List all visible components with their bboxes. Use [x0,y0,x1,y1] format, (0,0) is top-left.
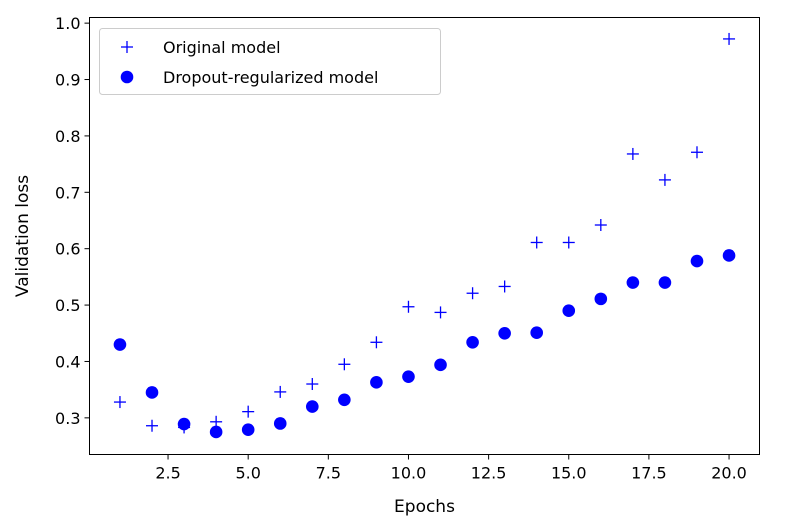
x-tick-label: 15.0 [551,464,587,483]
x-tick-label: 10.0 [391,464,427,483]
legend-label-dropout-regularized-model: Dropout-regularized model [163,68,378,87]
data-point [338,393,351,407]
y-tick-label: 1.0 [55,14,80,33]
y-tick-label: 0.7 [55,183,80,202]
data-point [402,370,415,383]
legend: Original model Dropout-regularized model [99,28,441,95]
data-point [466,335,479,349]
data-point [241,423,255,436]
x-tick-label: 2.5 [155,464,180,483]
data-point [498,280,511,293]
data-point [722,249,736,262]
data-point [146,419,159,432]
data-point [562,304,576,318]
x-axis-label: Epochs [394,497,455,517]
y-tick-label: 0.3 [55,409,80,428]
x-tick-label: 20.0 [711,464,747,483]
x-axis: 2.5 5.0 7.5 10.0 12.5 15.0 17.5 20.0 [155,454,747,483]
data-point [434,306,447,319]
data-point [145,386,159,399]
y-tick-label: 0.5 [55,296,80,315]
legend-marker-symbol [121,41,133,53]
data-point [434,358,447,372]
data-point [242,405,255,418]
data-point [690,146,703,159]
data-point [626,276,640,289]
data-point [273,417,287,430]
data-point [466,287,479,300]
data-point [658,276,672,289]
legend-box [99,28,441,95]
y-tick-label: 0.9 [55,71,80,90]
plot-marks [113,32,736,439]
y-tick-label: 0.8 [55,127,80,146]
data-point [530,236,543,249]
data-point [626,147,639,160]
data-point [370,376,383,389]
data-point [338,358,351,371]
legend-marker-dropout-regularized-model [120,70,134,84]
data-point [209,425,223,439]
data-point [113,338,127,351]
y-axis: 0.3 0.4 0.5 0.6 0.7 0.8 0.9 1.0 [55,14,90,428]
x-tick-label: 17.5 [631,464,667,483]
plot-frame [89,17,760,455]
x-tick-label: 5.0 [235,464,260,483]
data-point [530,326,544,340]
y-tick-label: 0.4 [55,352,80,371]
x-tick-label: 12.5 [471,464,507,483]
data-point [113,396,126,409]
data-point [402,300,415,313]
data-point [562,236,575,249]
data-point [177,417,191,431]
data-point [690,254,704,268]
data-point [274,385,287,398]
y-tick-label: 0.6 [55,240,80,259]
legend-marker-symbol [120,70,134,84]
data-point [658,173,671,186]
x-tick-label: 7.5 [316,464,341,483]
data-point [594,292,608,306]
data-point [594,219,607,232]
legend-marker-original-model [121,41,133,53]
y-axis-label: Validation loss [13,175,33,297]
data-point [498,326,511,340]
series-dropout-regularized-model [113,249,736,439]
data-point [306,378,319,391]
data-point [305,400,319,413]
data-point [370,336,383,349]
legend-label-original-model: Original model [163,38,281,57]
data-point [723,32,736,45]
